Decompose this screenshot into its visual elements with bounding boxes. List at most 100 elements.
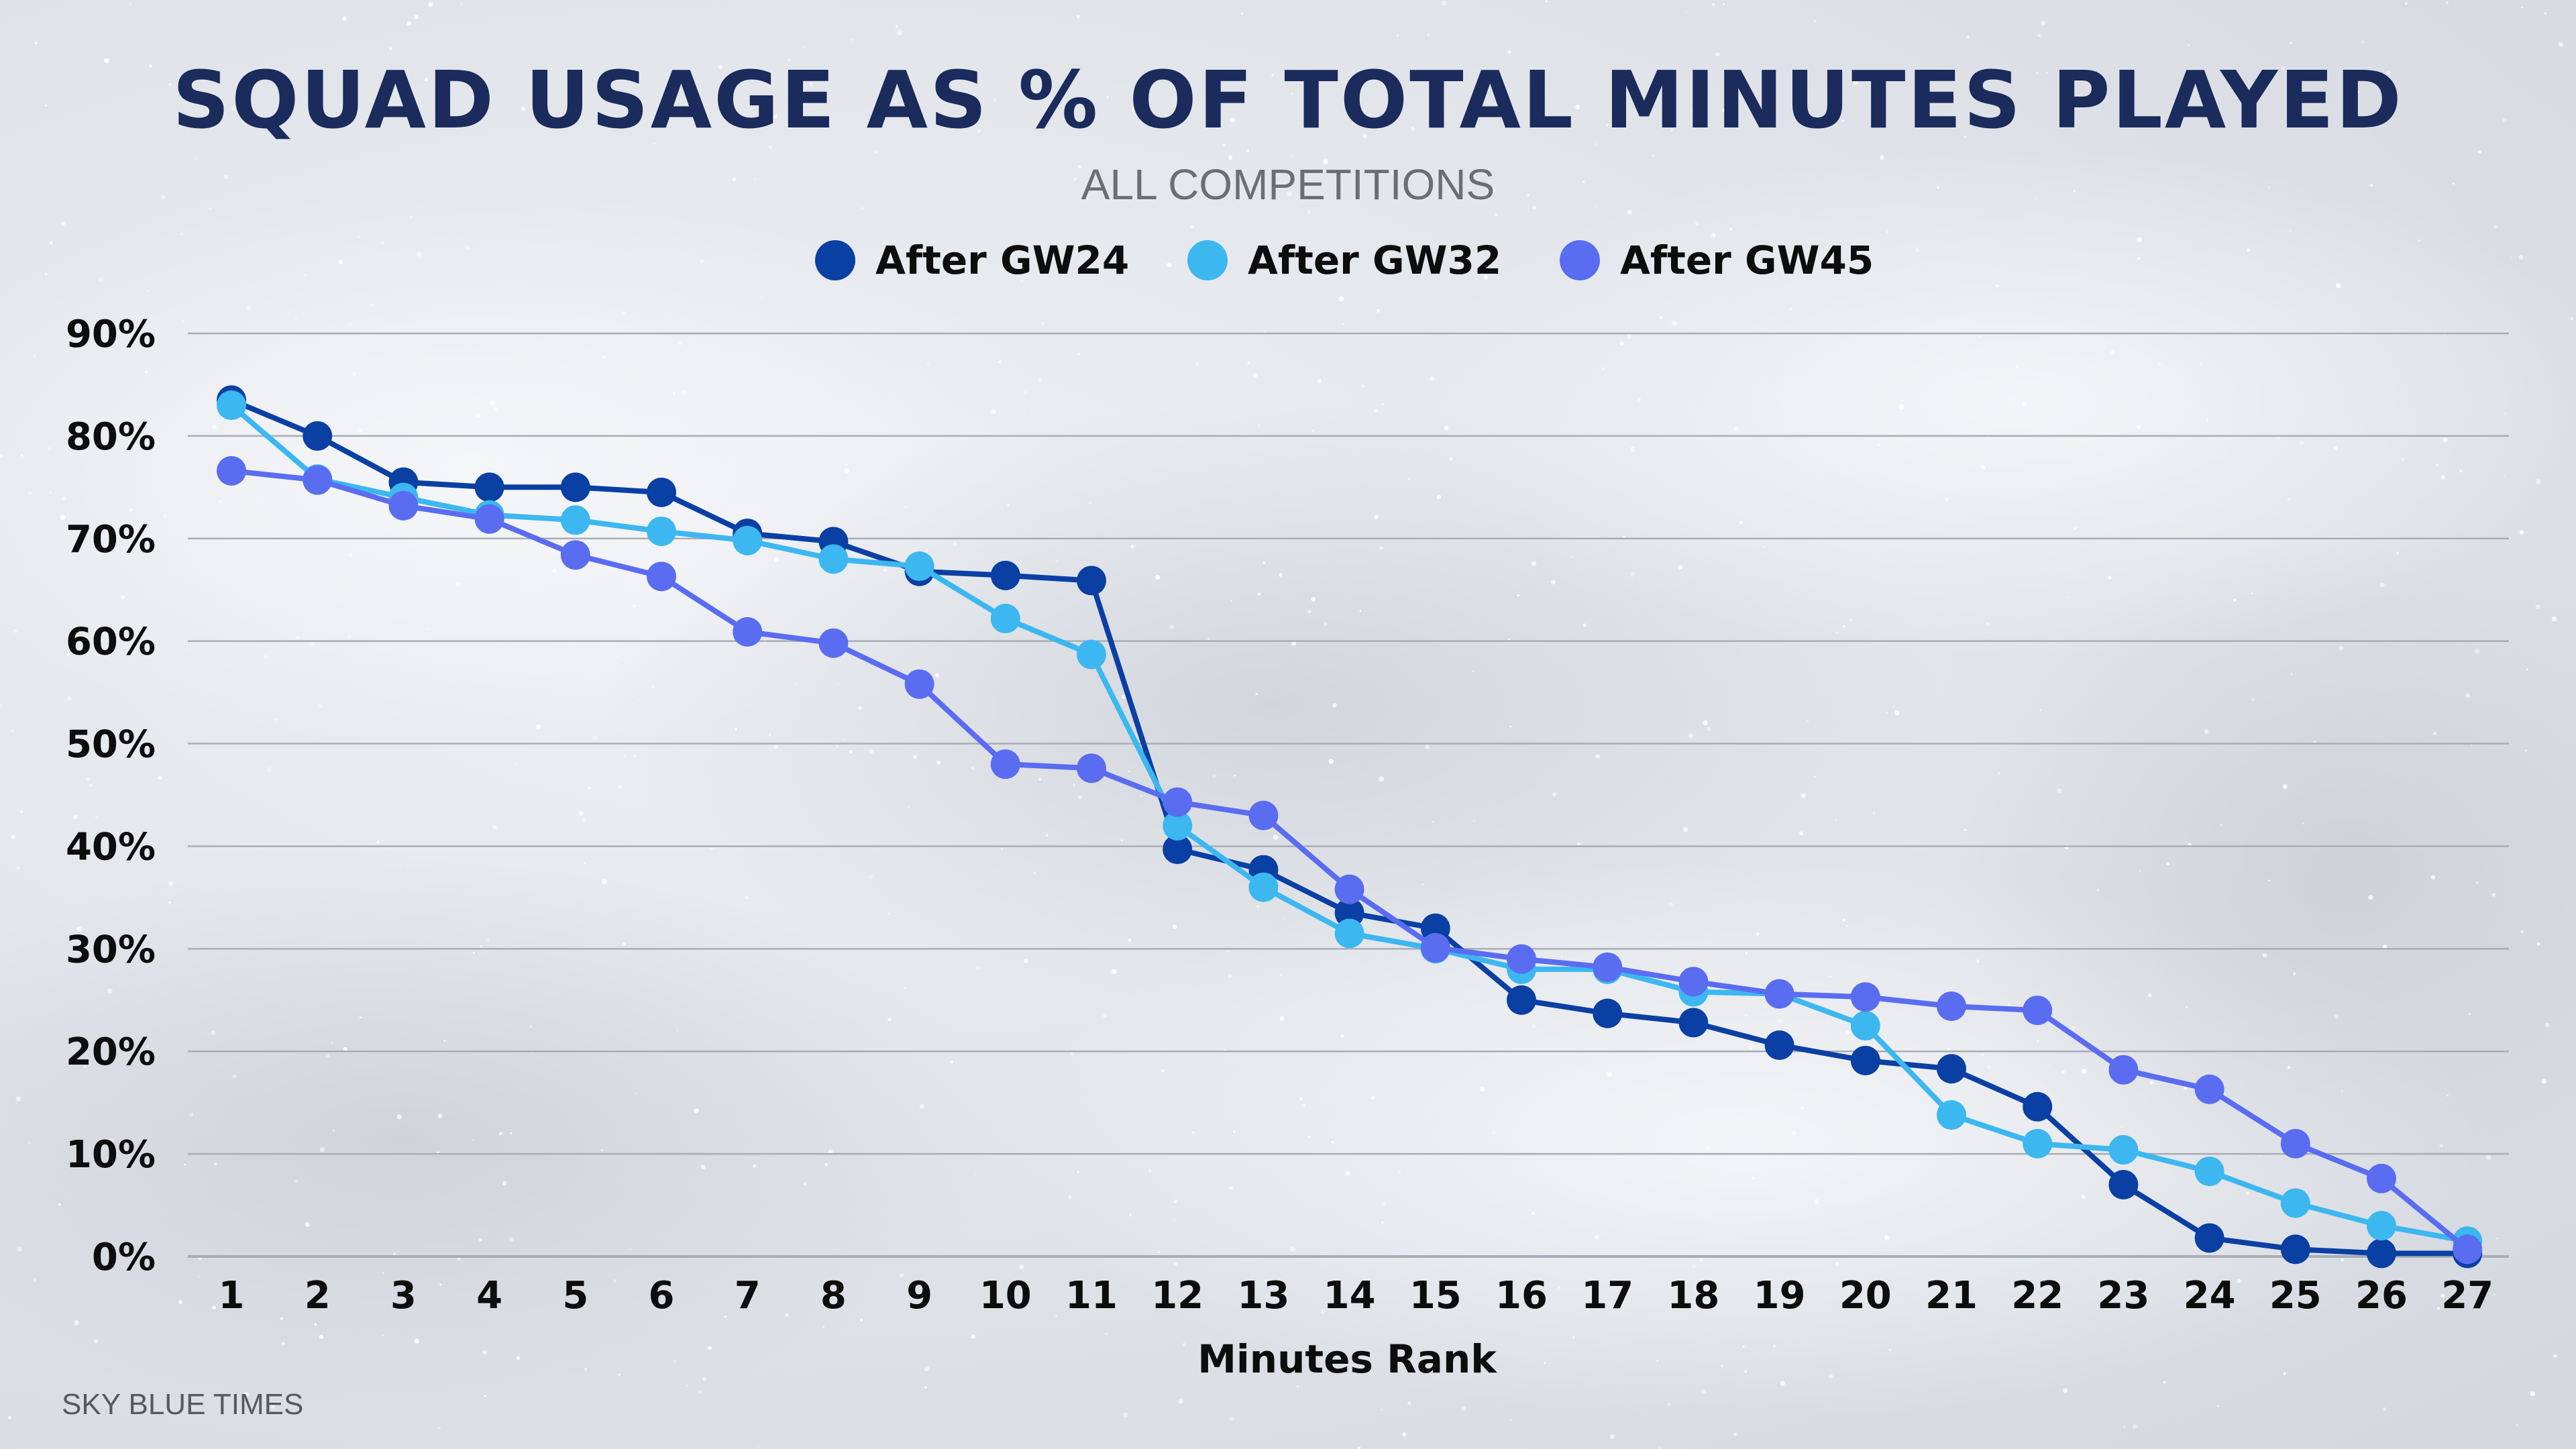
data-point bbox=[1593, 998, 1623, 1028]
data-point bbox=[2280, 1234, 2310, 1265]
legend-marker bbox=[1187, 240, 1228, 280]
data-point bbox=[733, 525, 763, 555]
data-point bbox=[388, 490, 419, 521]
data-point bbox=[818, 628, 849, 658]
data-point bbox=[474, 504, 504, 534]
legend: After GW24 After GW32 After GW45 bbox=[815, 237, 1874, 283]
y-tick-label: 70% bbox=[66, 518, 156, 561]
x-tick-label: 11 bbox=[1065, 1274, 1118, 1318]
series-after-gw45 bbox=[217, 455, 2483, 1265]
data-point bbox=[818, 544, 849, 574]
x-axis-label: Minutes Rank bbox=[1197, 1336, 1497, 1382]
data-point bbox=[990, 560, 1020, 590]
x-tick-label: 18 bbox=[1667, 1274, 1719, 1318]
data-point bbox=[2194, 1157, 2224, 1187]
background-texture bbox=[0, 148, 2576, 1422]
data-point bbox=[560, 540, 590, 570]
y-tick-label: 50% bbox=[66, 723, 156, 767]
y-tick-label: 90% bbox=[66, 313, 156, 356]
x-tick-label: 16 bbox=[1495, 1274, 1548, 1318]
x-tick-label: 4 bbox=[476, 1274, 502, 1318]
data-point bbox=[1248, 800, 1279, 830]
y-tick-label: 0% bbox=[92, 1236, 156, 1279]
data-point bbox=[2023, 1091, 2053, 1122]
data-point bbox=[1507, 944, 1536, 974]
data-point bbox=[1850, 982, 1880, 1012]
data-point bbox=[1850, 1011, 1880, 1040]
x-tick-label: 8 bbox=[820, 1274, 847, 1318]
x-tick-label: 20 bbox=[1839, 1274, 1892, 1318]
data-point bbox=[733, 616, 763, 647]
data-point bbox=[1678, 967, 1709, 997]
x-tick-label: 19 bbox=[1754, 1274, 1806, 1318]
data-point bbox=[2023, 996, 2053, 1026]
legend-item: After GW32 bbox=[1187, 237, 1501, 283]
data-point bbox=[2280, 1188, 2310, 1218]
x-tick-label: 14 bbox=[1324, 1274, 1376, 1318]
data-point bbox=[2194, 1074, 2224, 1104]
data-point bbox=[1420, 932, 1450, 963]
x-tick-label: 13 bbox=[1237, 1274, 1289, 1318]
x-tick-label: 9 bbox=[906, 1274, 932, 1318]
legend-item: After GW24 bbox=[815, 237, 1129, 283]
data-point bbox=[217, 455, 246, 486]
data-point bbox=[1334, 918, 1364, 949]
y-tick-label: 10% bbox=[66, 1133, 156, 1177]
x-tick-label: 24 bbox=[2184, 1274, 2236, 1318]
data-point bbox=[2280, 1128, 2310, 1159]
x-tick-label: 22 bbox=[2011, 1274, 2063, 1318]
data-point bbox=[2108, 1169, 2139, 1199]
x-tick-label: 7 bbox=[735, 1274, 761, 1318]
footer-credit: SKY BLUE TIMES bbox=[62, 1388, 303, 1421]
data-point bbox=[1937, 1100, 1966, 1130]
x-tick-label: 6 bbox=[649, 1274, 675, 1318]
legend-label: After GW32 bbox=[1248, 237, 1501, 283]
y-tick-label: 60% bbox=[66, 621, 156, 664]
chart-title: SQUAD USAGE AS % OF TOTAL MINUTES PLAYED bbox=[172, 54, 2404, 146]
data-point bbox=[2367, 1163, 2396, 1193]
x-tick-label: 12 bbox=[1151, 1274, 1203, 1318]
data-point bbox=[1248, 872, 1279, 902]
x-tick-label: 25 bbox=[2269, 1274, 2322, 1318]
x-tick-label: 17 bbox=[1581, 1274, 1633, 1318]
data-point bbox=[1507, 985, 1536, 1015]
data-point bbox=[2453, 1234, 2483, 1265]
data-point bbox=[1334, 898, 1364, 928]
x-tick-label: 2 bbox=[305, 1274, 331, 1318]
x-axis: 1 2 3 4 5 6 7 8 9 10 11 12 13 14 15 16 17 18 19 20 21 22 23 24 2… bbox=[219, 1274, 2494, 1318]
legend-item: After GW45 bbox=[1560, 237, 1874, 283]
data-point bbox=[1163, 787, 1193, 817]
x-tick-label: 3 bbox=[390, 1274, 417, 1318]
x-tick-label: 21 bbox=[1925, 1274, 1978, 1318]
legend-label: After GW45 bbox=[1620, 237, 1874, 283]
data-point bbox=[1077, 753, 1106, 784]
series-layer bbox=[217, 385, 2483, 1269]
y-tick-label: 40% bbox=[66, 825, 156, 869]
data-point bbox=[904, 669, 934, 699]
data-point bbox=[1937, 991, 1966, 1021]
data-point bbox=[1764, 1030, 1794, 1061]
y-tick-label: 80% bbox=[66, 415, 156, 459]
x-tick-label: 10 bbox=[979, 1274, 1032, 1318]
data-point bbox=[217, 390, 246, 421]
data-point bbox=[1334, 874, 1364, 904]
data-point bbox=[1678, 1008, 1709, 1038]
data-point bbox=[990, 604, 1020, 634]
x-tick-label: 5 bbox=[562, 1274, 588, 1318]
data-point bbox=[1163, 810, 1193, 841]
data-point bbox=[1163, 835, 1193, 865]
y-tick-label: 30% bbox=[66, 928, 156, 971]
data-point bbox=[303, 465, 333, 495]
data-point bbox=[2108, 1134, 2139, 1165]
data-point bbox=[990, 749, 1020, 780]
data-point bbox=[2023, 1128, 2053, 1159]
data-point bbox=[647, 517, 676, 547]
data-point bbox=[1764, 979, 1794, 1009]
data-point bbox=[2367, 1238, 2396, 1269]
data-point bbox=[647, 561, 676, 592]
y-tick-label: 20% bbox=[66, 1030, 156, 1074]
data-point bbox=[1850, 1045, 1880, 1075]
data-point bbox=[560, 472, 590, 502]
